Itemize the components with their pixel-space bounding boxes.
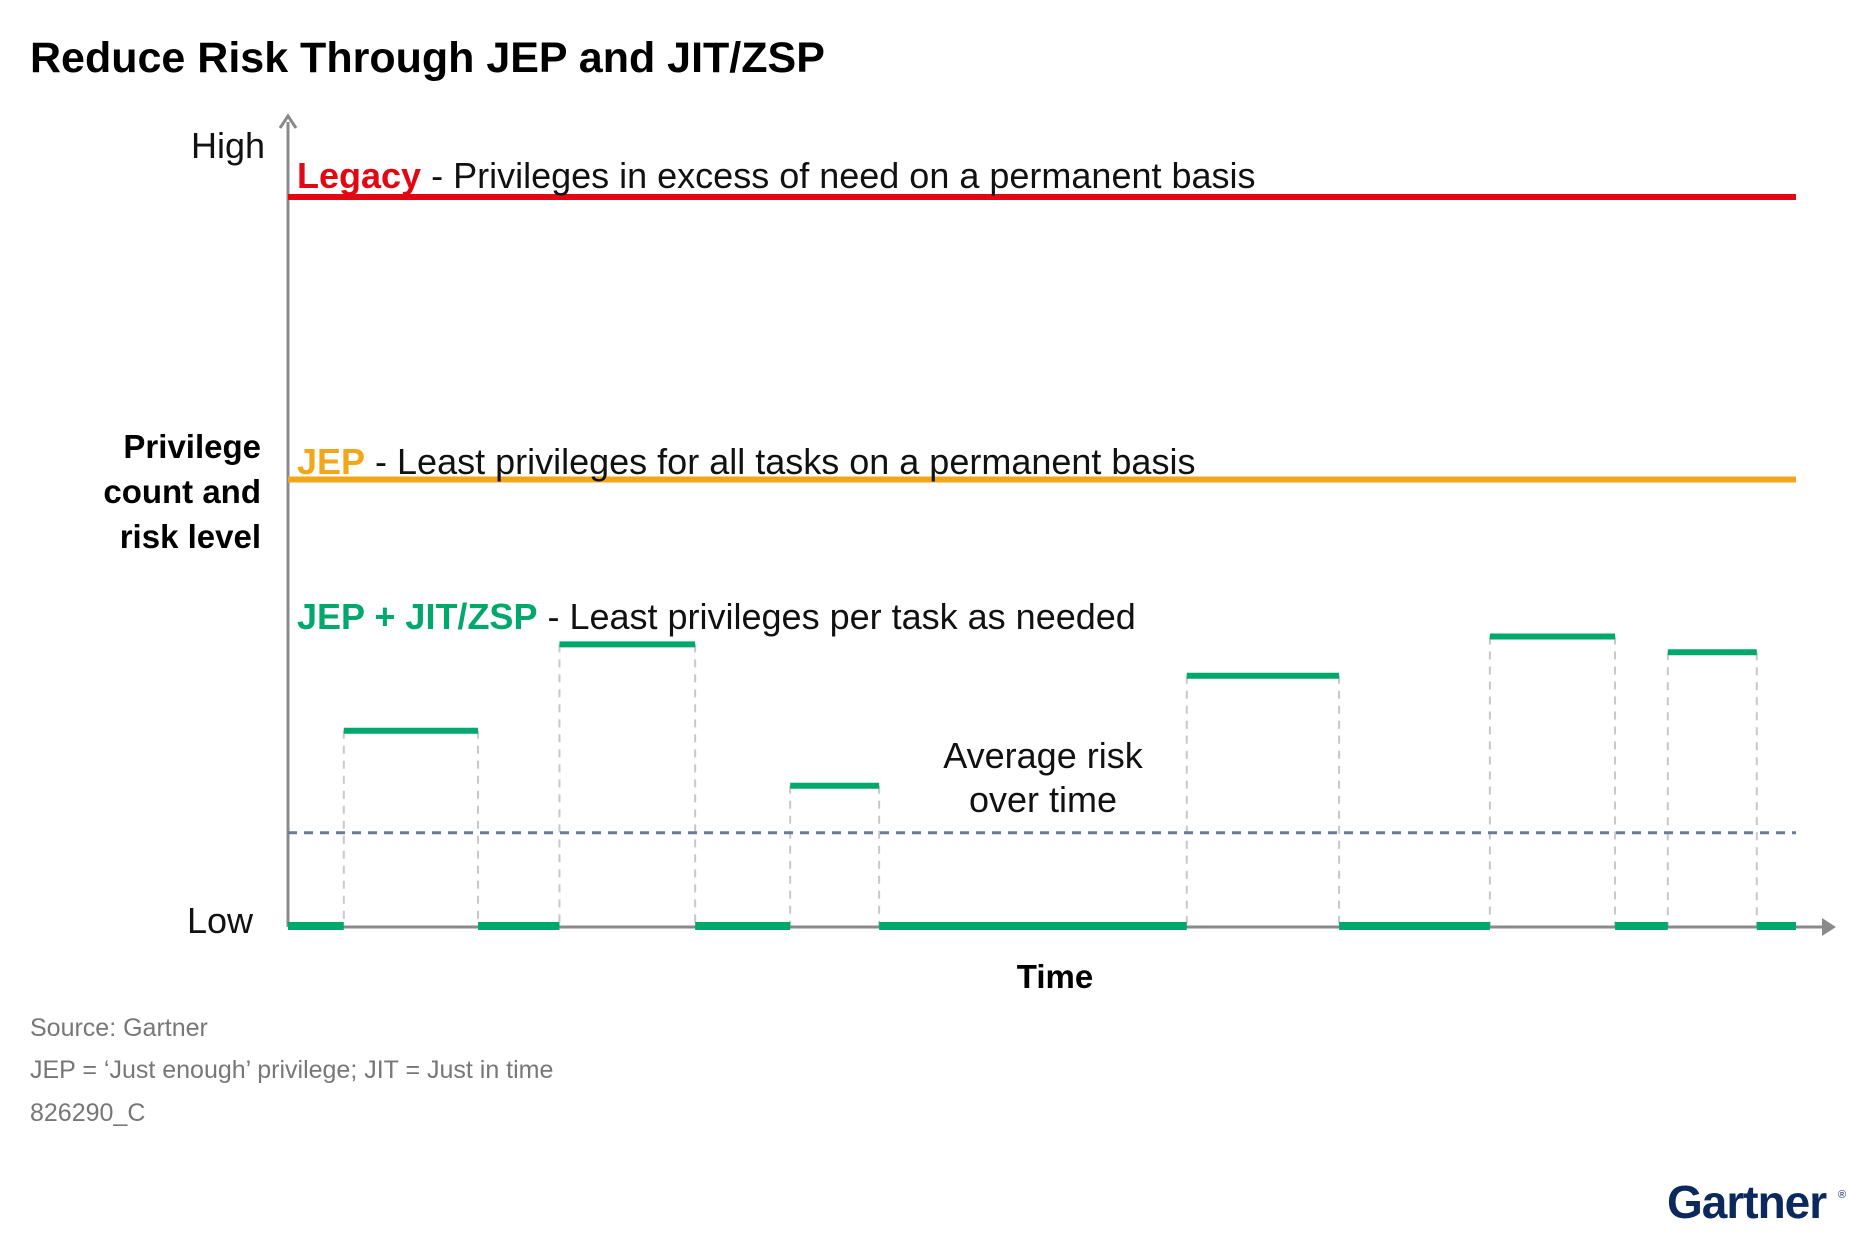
jep-series-label: JEP - Least privileges for all tasks on … bbox=[297, 441, 1195, 482]
y-axis-high-label: High bbox=[191, 125, 265, 166]
average-risk-annotation-line-2: over time bbox=[969, 779, 1117, 820]
registered-mark-icon: ® bbox=[1838, 1189, 1846, 1201]
y-axis-label-line-3: risk level bbox=[120, 518, 261, 555]
chart-title: Reduce Risk Through JEP and JIT/ZSP bbox=[30, 34, 825, 82]
average-risk-annotation-line-1: Average risk bbox=[943, 735, 1143, 776]
y-axis-low-label: Low bbox=[187, 900, 254, 941]
x-axis-label: Time bbox=[1017, 958, 1093, 995]
jep-series-name: JEP bbox=[297, 441, 365, 482]
legacy-series-description: - Privileges in excess of need on a perm… bbox=[421, 155, 1255, 196]
footer-note: JEP = ‘Just enough’ privilege; JIT = Jus… bbox=[30, 1056, 553, 1084]
footer-source: Source: Gartner bbox=[30, 1014, 208, 1042]
x-axis-arrow-icon bbox=[1822, 918, 1836, 936]
footer-code: 826290_C bbox=[30, 1099, 145, 1127]
jit-guide-lines bbox=[342, 636, 1758, 927]
y-axis-label-line-1: Privilege bbox=[123, 428, 261, 465]
gartner-logo: Gartner bbox=[1667, 1176, 1827, 1228]
jit-series-label: JEP + JIT/ZSP - Least privileges per tas… bbox=[297, 596, 1136, 637]
legacy-series-name: Legacy bbox=[297, 155, 421, 196]
jit-series-name: JEP + JIT/ZSP bbox=[297, 596, 537, 637]
jit-series-description: - Least privileges per task as needed bbox=[537, 596, 1135, 637]
jep-series-description: - Least privileges for all tasks on a pe… bbox=[365, 441, 1195, 482]
y-axis-arrow-icon bbox=[278, 113, 298, 129]
legacy-series-label: Legacy - Privileges in excess of need on… bbox=[297, 155, 1256, 196]
y-axis-label-line-2: count and bbox=[103, 473, 261, 510]
series-lines bbox=[288, 193, 1796, 930]
